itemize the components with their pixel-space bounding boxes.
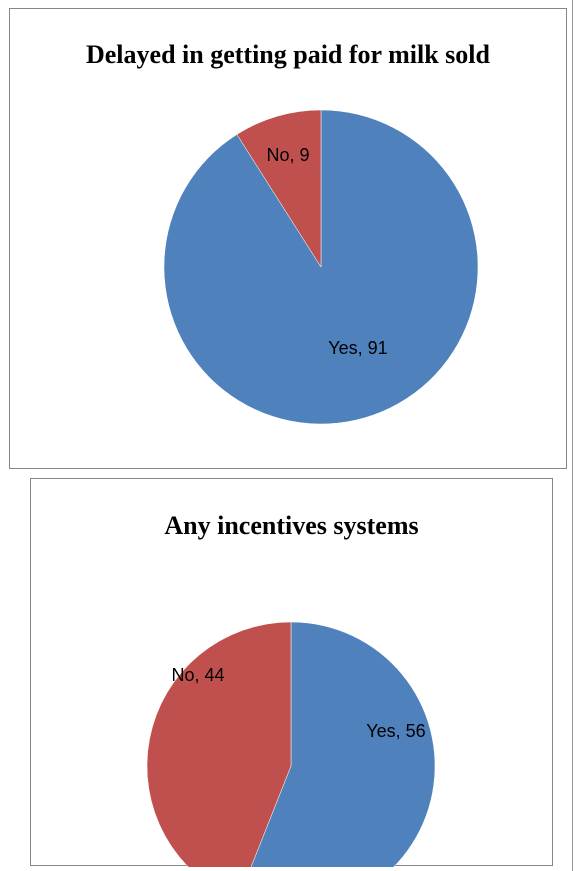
pie-slice-yes [250,621,436,867]
pie-chart: Yes, 91 No, 9 [163,109,479,425]
pie-chart: Yes, 56 No, 44 [146,621,436,867]
page-edge-line [572,0,573,871]
data-label-yes: Yes, 56 [366,721,425,741]
pie-slice-no [146,621,292,867]
data-label-yes: Yes, 91 [328,338,387,358]
data-label-no: No, 9 [266,145,309,165]
chart-title: Delayed in getting paid for milk sold [85,40,490,69]
chart-incentives: Any incentives systems Yes, 56 No, 44 [30,478,553,867]
pie-slice-no [236,109,322,268]
chart-delayed-payment: Delayed in getting paid for milk sold Ye… [9,8,567,469]
data-label-no: No, 44 [171,665,224,685]
chart-title: Any incentives systems [164,511,419,540]
